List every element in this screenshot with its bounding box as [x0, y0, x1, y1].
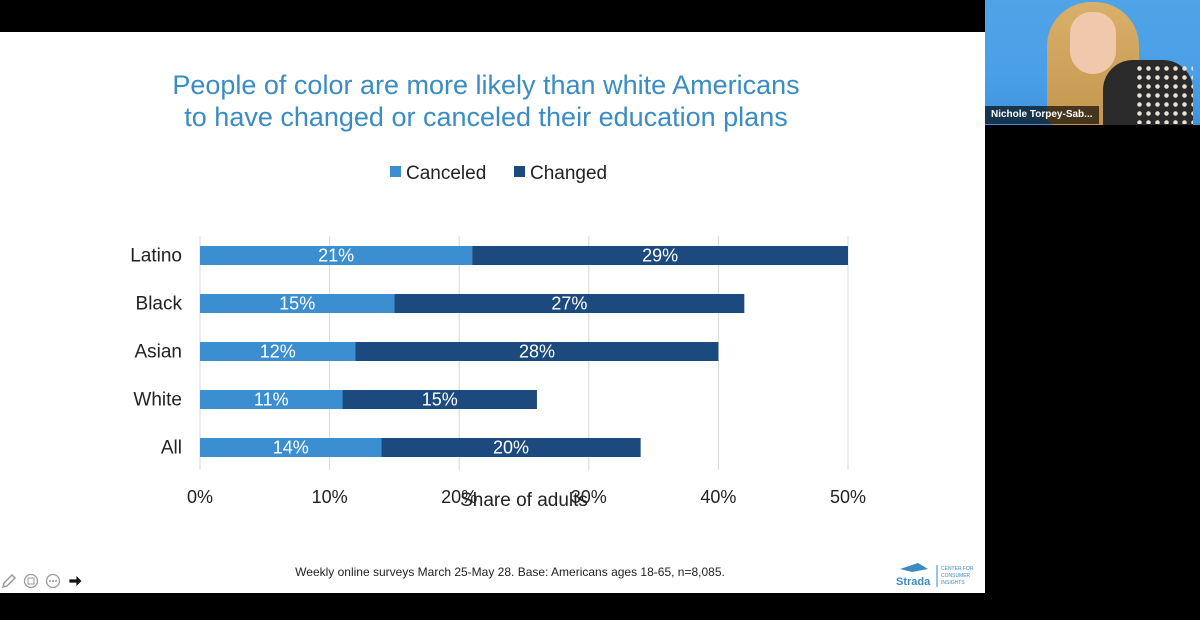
bar-segment-canceled: [200, 390, 343, 409]
more-icon[interactable]: [44, 572, 62, 590]
bar-segment-changed: [342, 390, 537, 409]
x-tick-label: 50%: [830, 487, 866, 507]
category-label: Black: [136, 294, 183, 315]
slide-title-line-2: to have changed or canceled their educat…: [184, 102, 787, 132]
pointer-icon[interactable]: [66, 572, 84, 590]
category-label: Latino: [130, 246, 182, 267]
bar-segment-changed: [394, 294, 745, 313]
presentation-slide: People of color are more likely than whi…: [0, 32, 985, 593]
bar-segment-changed: [472, 246, 848, 265]
strada-logo-sub-2: CONSUMER: [941, 573, 971, 579]
bar-segment-canceled: [200, 294, 395, 313]
chart-legend: Canceled Changed: [390, 163, 607, 184]
annotate-icon[interactable]: [22, 572, 40, 590]
bar-data-label: 20%: [493, 438, 529, 458]
bar-data-label: 27%: [551, 294, 587, 314]
x-axis-title: Share of adults: [460, 490, 588, 511]
slide-title-line-1: People of color are more likely than whi…: [172, 70, 799, 100]
bar-data-label: 15%: [422, 390, 458, 410]
bar-segment-changed: [381, 438, 641, 457]
participant-shirt-pattern: [1135, 64, 1193, 124]
participant-face: [1070, 12, 1116, 74]
bar-data-label: 12%: [260, 342, 296, 362]
category-label: White: [133, 390, 182, 411]
chart-category-labels: Latino Black Asian White All: [130, 246, 182, 459]
bar-data-label: 14%: [273, 438, 309, 458]
category-label: Asian: [134, 342, 182, 363]
strada-logo: Strada CENTER FOR CONSUMER INSIGHTS: [896, 563, 974, 588]
slide-toolbar: [0, 570, 84, 592]
bar-data-label: 29%: [642, 246, 678, 266]
bar-segment-changed: [355, 342, 719, 361]
x-tick-label: 30%: [571, 487, 607, 507]
participant-name-label: Nichole Torpey-Sab...: [985, 106, 1099, 124]
pen-icon[interactable]: [0, 572, 18, 590]
bar-data-label: 21%: [318, 246, 354, 266]
legend-swatch-canceled: [390, 166, 401, 177]
strada-logo-brand: Strada: [896, 576, 931, 588]
strada-logo-sub-1: CENTER FOR: [941, 566, 974, 572]
bar-segment-canceled: [200, 246, 473, 265]
legend-swatch-changed: [514, 166, 525, 177]
x-tick-label: 40%: [700, 487, 736, 507]
webcam-video-tile[interactable]: Nichole Torpey-Sab...: [985, 0, 1200, 125]
bar-data-label: 15%: [279, 294, 315, 314]
chart-x-ticks: 0% 10% 20% 30% 40% 50%: [187, 487, 866, 507]
legend-label-canceled: Canceled: [406, 163, 486, 184]
category-label: All: [161, 438, 182, 459]
x-tick-label: 20%: [441, 487, 477, 507]
x-tick-label: 0%: [187, 487, 213, 507]
slide-footnote: Weekly online surveys March 25-May 28. B…: [295, 565, 725, 579]
bar-data-label: 11%: [254, 390, 289, 410]
legend-label-changed: Changed: [530, 163, 607, 184]
strada-logo-mark: [900, 563, 928, 572]
bar-segment-canceled: [200, 438, 382, 457]
stacked-bar-chart: People of color are more likely than whi…: [130, 70, 974, 588]
chart-bars: 21% 29% 15% 27% 12% 28% 11% 15% 14% 20%: [200, 246, 848, 458]
bar-segment-canceled: [200, 342, 356, 361]
strada-logo-sub-3: INSIGHTS: [941, 580, 965, 586]
x-tick-label: 10%: [312, 487, 348, 507]
bar-data-label: 28%: [519, 342, 555, 362]
